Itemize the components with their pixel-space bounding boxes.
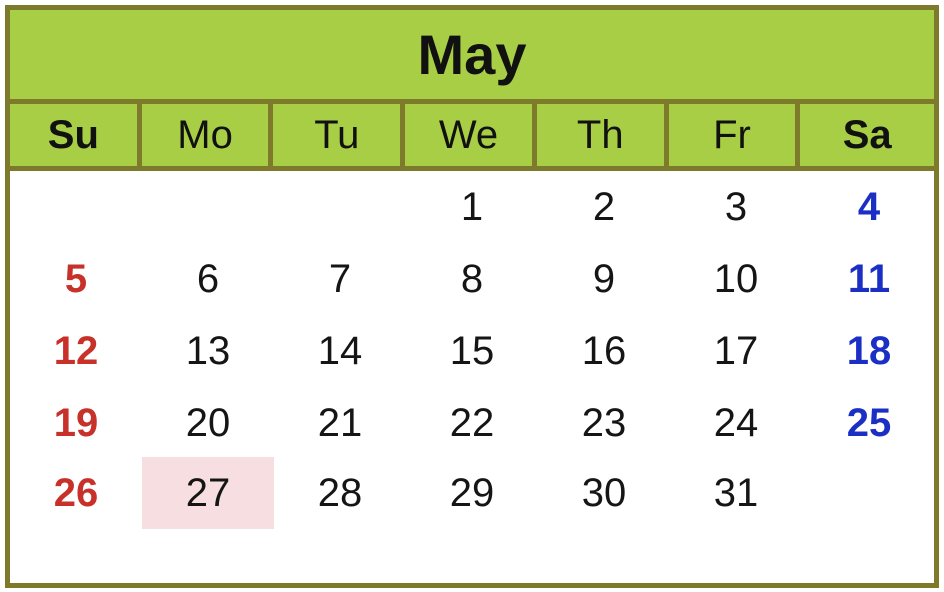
day-cell[interactable]: 1 bbox=[460, 185, 484, 229]
day-cell[interactable]: 22 bbox=[449, 401, 495, 445]
day-cell[interactable]: 16 bbox=[581, 329, 627, 373]
weekday-saturday: Sa bbox=[842, 113, 892, 157]
day-cell[interactable]: 29 bbox=[449, 471, 495, 515]
day-cell[interactable]: 17 bbox=[713, 329, 759, 373]
day-cell[interactable]: 12 bbox=[53, 329, 99, 373]
calendar: May Su Mo Tu We Th Fr Sa 1 2 3 4 5 6 7 8 9 10 11 12… bbox=[5, 5, 939, 588]
day-cell[interactable]: 21 bbox=[317, 401, 363, 445]
day-cell[interactable]: 20 bbox=[185, 401, 231, 445]
days-grid: 1 2 3 4 5 6 7 8 9 10 11 12 13 14 15 16 17 18 19 20 21 22 23 24 2… bbox=[10, 171, 934, 583]
day-cell[interactable]: 31 bbox=[713, 471, 759, 515]
day-cell[interactable]: 11 bbox=[847, 257, 891, 301]
day-cell-highlighted[interactable]: 27 bbox=[142, 457, 274, 529]
day-cell[interactable]: 4 bbox=[857, 185, 881, 229]
day-cell[interactable]: 14 bbox=[317, 329, 363, 373]
day-cell[interactable]: 26 bbox=[53, 471, 99, 515]
day-cell[interactable]: 24 bbox=[713, 401, 759, 445]
weekday-friday: Fr bbox=[669, 104, 801, 166]
day-cell[interactable]: 6 bbox=[196, 257, 220, 301]
weekday-thursday: Th bbox=[537, 104, 669, 166]
day-cell[interactable]: 2 bbox=[592, 185, 616, 229]
weekday-monday: Mo bbox=[142, 104, 274, 166]
day-cell[interactable]: 28 bbox=[317, 471, 363, 515]
day-cell[interactable]: 18 bbox=[846, 329, 892, 373]
day-cell[interactable]: 8 bbox=[460, 257, 484, 301]
weekday-wednesday: We bbox=[405, 104, 537, 166]
weekday-header-row: Su Mo Tu We Th Fr Sa bbox=[10, 104, 934, 171]
month-title: May bbox=[10, 10, 934, 104]
day-cell[interactable]: 15 bbox=[449, 329, 495, 373]
day-cell[interactable]: 10 bbox=[713, 257, 759, 301]
weekday-tuesday: Tu bbox=[273, 104, 406, 166]
weekday-sunday: Su bbox=[10, 104, 142, 166]
day-cell[interactable]: 19 bbox=[53, 401, 99, 445]
day-cell[interactable]: 7 bbox=[328, 257, 352, 301]
day-cell[interactable]: 30 bbox=[581, 471, 627, 515]
day-cell[interactable]: 23 bbox=[581, 401, 627, 445]
day-cell[interactable]: 9 bbox=[592, 257, 616, 301]
day-cell[interactable]: 25 bbox=[846, 401, 892, 445]
day-cell[interactable]: 5 bbox=[64, 257, 88, 301]
day-cell[interactable]: 3 bbox=[724, 185, 748, 229]
day-cell[interactable]: 13 bbox=[185, 329, 231, 373]
